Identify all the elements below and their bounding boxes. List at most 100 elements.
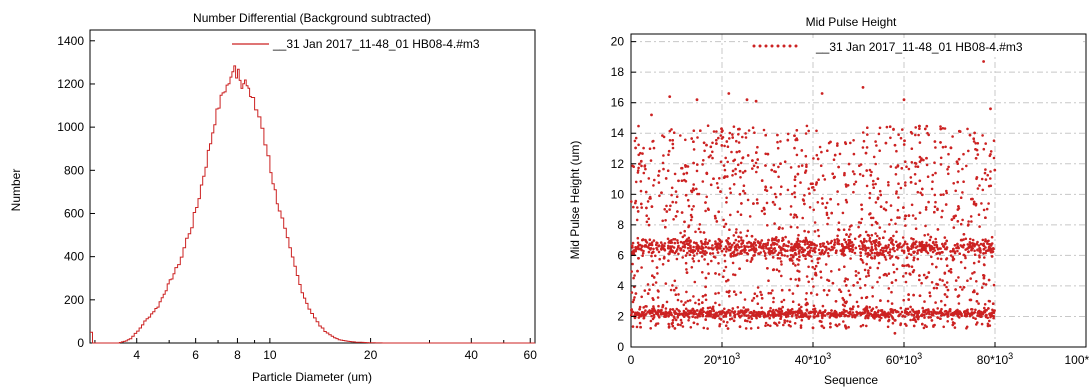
- scatter-point: [883, 274, 886, 277]
- scatter-point: [872, 240, 875, 243]
- scatter-point: [981, 178, 984, 181]
- scatter-point: [658, 195, 661, 198]
- scatter-point: [740, 239, 743, 242]
- scatter-point: [811, 266, 814, 269]
- scatter-point: [940, 194, 943, 197]
- scatter-point: [654, 310, 657, 313]
- scatter-point: [740, 243, 743, 246]
- scatter-point: [784, 236, 787, 239]
- scatter-point: [755, 244, 758, 247]
- scatter-point: [664, 249, 667, 252]
- scatter-point: [647, 292, 650, 295]
- scatter-point: [804, 257, 807, 260]
- scatter-point: [870, 250, 873, 253]
- scatter-point: [708, 239, 711, 242]
- scatter-point: [956, 309, 959, 312]
- scatter-point: [736, 151, 739, 154]
- scatter-point: [744, 249, 747, 252]
- scatter-point: [905, 308, 908, 311]
- scatter-point: [940, 216, 943, 219]
- scatter-point: [743, 184, 746, 187]
- scatter-point: [866, 126, 869, 129]
- scatter-point: [803, 249, 806, 252]
- scatter-point: [989, 170, 992, 173]
- scatter-point: [971, 198, 974, 201]
- scatter-point: [932, 325, 935, 328]
- scatter-point: [895, 192, 898, 195]
- scatter-point: [787, 139, 790, 142]
- scatter-point: [671, 139, 674, 142]
- scatter-point: [764, 324, 767, 327]
- scatter-point: [795, 314, 798, 317]
- scatter-point: [635, 292, 638, 295]
- scatter-point: [919, 180, 922, 183]
- scatter-point: [729, 214, 732, 217]
- scatter-point: [879, 226, 882, 229]
- scatter-point: [696, 323, 699, 326]
- scatter-point: [780, 249, 783, 252]
- scatter-point: [686, 271, 689, 274]
- scatter-point: [805, 292, 808, 295]
- scatter-point: [658, 258, 661, 261]
- scatter-point: [634, 312, 637, 315]
- scatter-point: [931, 188, 934, 191]
- scatter-point: [658, 251, 661, 254]
- scatter-point: [833, 243, 836, 246]
- scatter-point: [993, 139, 996, 142]
- scatter-point: [975, 280, 978, 283]
- scatter-point: [662, 162, 665, 165]
- scatter-point: [878, 149, 881, 152]
- scatter-point: [761, 210, 764, 213]
- scatter-point: [733, 125, 736, 128]
- scatter-point: [740, 314, 743, 317]
- scatter-point: [721, 144, 724, 147]
- scatter-point: [956, 250, 959, 253]
- scatter-point: [662, 305, 665, 308]
- scatter-point: [685, 194, 688, 197]
- scatter-point: [637, 125, 640, 128]
- scatter-point: [650, 159, 653, 162]
- scatter-point: [909, 319, 912, 322]
- scatter-point: [672, 218, 675, 221]
- scatter-point: [633, 296, 636, 299]
- scatter-point: [972, 239, 975, 242]
- scatter-point: [806, 302, 809, 305]
- scatter-point: [937, 228, 940, 231]
- scatter-point: [747, 317, 750, 320]
- scatter-point: [679, 324, 682, 327]
- scatter-point: [728, 295, 731, 298]
- scatter-point: [640, 180, 643, 183]
- legend-label: __31 Jan 2017_11-48_01 HB08-4.#m3: [272, 37, 480, 51]
- scatter-point: [781, 227, 784, 230]
- scatter-point: [983, 264, 986, 267]
- scatter-point: [772, 314, 775, 317]
- scatter-point: [858, 164, 861, 167]
- scatter-point: [981, 134, 984, 137]
- scatter-point: [894, 332, 897, 335]
- scatter-point: [962, 153, 965, 156]
- scatter-point: [895, 279, 898, 282]
- scatter-point: [700, 240, 703, 243]
- scatter-point: [767, 279, 770, 282]
- scatter-point: [877, 197, 880, 200]
- scatter-point: [919, 212, 922, 215]
- scatter-point: [852, 305, 855, 308]
- scatter-point: [769, 325, 772, 328]
- scatter-point: [635, 137, 638, 140]
- scatter-point: [728, 249, 731, 252]
- scatter-point: [859, 251, 862, 254]
- scatter-point: [673, 246, 676, 249]
- scatter-point: [988, 300, 991, 303]
- scatter-point: [787, 189, 790, 192]
- scatter-point: [991, 251, 994, 254]
- legend: __31 Jan 2017_11-48_01 HB08-4.#m3: [748, 38, 1083, 54]
- scatter-point: [677, 253, 680, 256]
- scatter-point: [967, 243, 970, 246]
- scatter-point: [694, 231, 697, 234]
- scatter-point: [667, 245, 670, 248]
- scatter-point: [834, 241, 837, 244]
- scatter-point: [907, 298, 910, 301]
- scatter-point: [729, 192, 732, 195]
- scatter-point: [704, 318, 707, 321]
- scatter-point: [783, 249, 786, 252]
